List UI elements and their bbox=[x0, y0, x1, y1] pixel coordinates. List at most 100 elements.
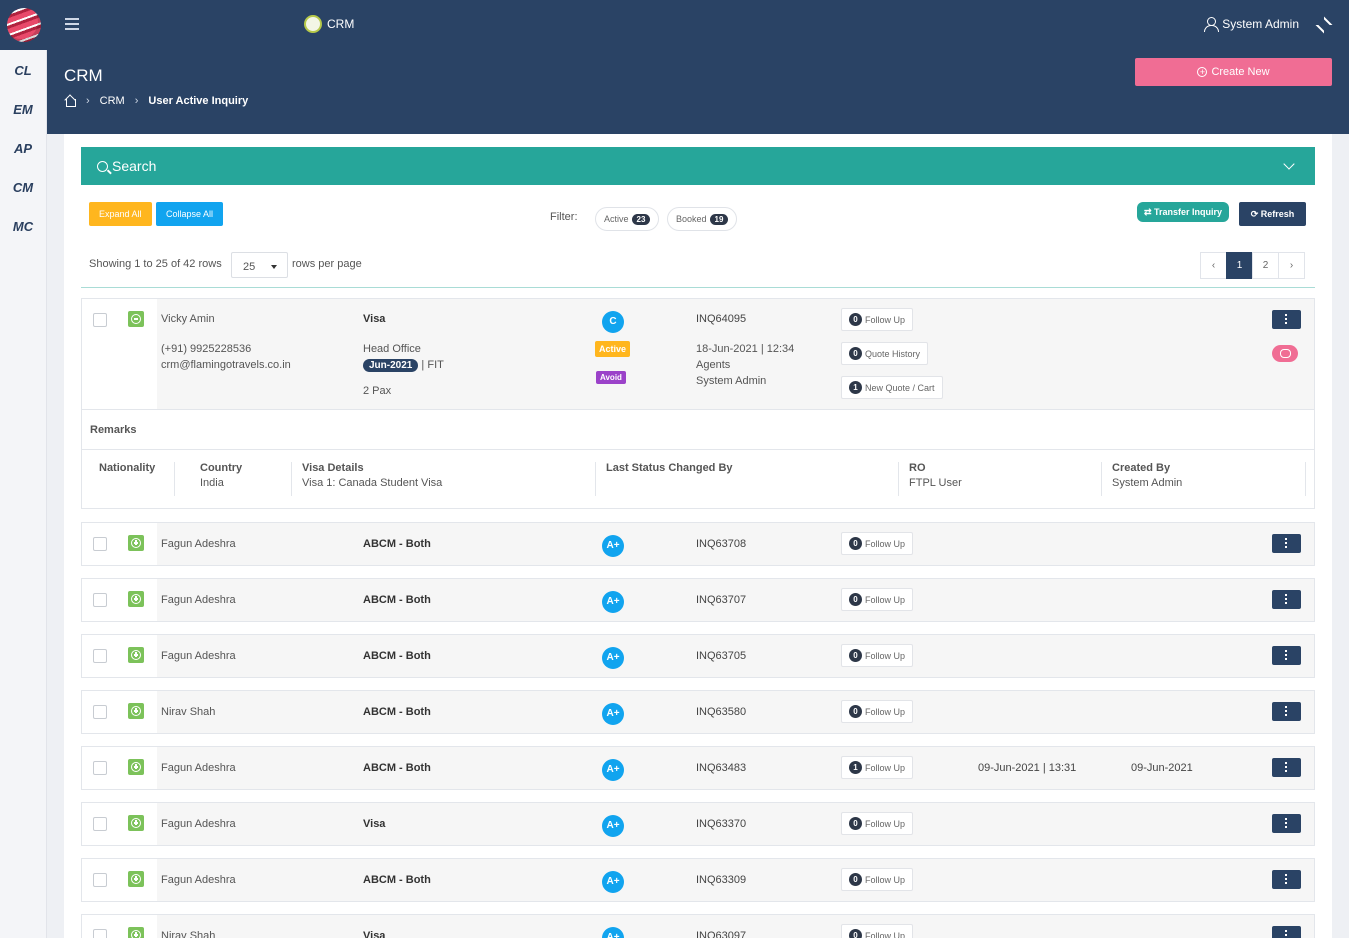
row-checkbox[interactable] bbox=[93, 537, 107, 551]
inquiry-details-grid: Nationality Country India Visa Details V… bbox=[82, 450, 1314, 508]
transfer-inquiry-button[interactable]: ⇄ Transfer Inquiry bbox=[1137, 202, 1230, 222]
inquiry-row[interactable]: Fagun Adeshra Visa A+ INQ63370 0 Follow Up bbox=[81, 802, 1315, 846]
follow-up-label: Follow Up bbox=[865, 706, 906, 717]
inquiry-row[interactable]: Fagun Adeshra ABCM - Both A+ INQ63705 0 Follo… bbox=[81, 634, 1315, 678]
inquiry-owner: System Admin bbox=[696, 375, 767, 387]
top-header: CRM System Admin CRM › CRM › User Active… bbox=[47, 0, 1349, 134]
rows-per-page-select[interactable]: 25 bbox=[231, 252, 288, 278]
chat-icon[interactable] bbox=[1272, 345, 1298, 362]
rail-item-mc[interactable]: MC bbox=[12, 219, 34, 234]
row-checkbox[interactable] bbox=[93, 761, 107, 775]
inquiry-number[interactable]: INQ63483 bbox=[696, 762, 747, 774]
row-actions-kebab-icon[interactable] bbox=[1272, 702, 1301, 721]
breadcrumb-crm[interactable]: CRM bbox=[99, 95, 125, 107]
expand-row-icon[interactable] bbox=[128, 759, 144, 775]
inquiry-number[interactable]: INQ63705 bbox=[696, 650, 747, 662]
inquiry-number[interactable]: INQ63708 bbox=[696, 538, 747, 550]
row-checkbox[interactable] bbox=[93, 817, 107, 831]
row-checkbox[interactable] bbox=[93, 873, 107, 887]
rail-item-ap[interactable]: AP bbox=[13, 141, 33, 156]
filter-label: Filter: bbox=[550, 211, 578, 223]
inquiry-row[interactable]: Fagun Adeshra ABCM - Both A+ INQ63708 0 Follo… bbox=[81, 522, 1315, 566]
service-type: Visa bbox=[363, 818, 386, 830]
row-checkbox[interactable] bbox=[93, 313, 107, 327]
rail-item-cl[interactable]: CL bbox=[14, 63, 32, 78]
inquiry-number[interactable]: INQ63707 bbox=[696, 594, 747, 606]
page-title: CRM bbox=[64, 66, 103, 85]
expand-row-icon[interactable] bbox=[128, 815, 144, 831]
row-checkbox[interactable] bbox=[93, 649, 107, 663]
collapse-row-icon[interactable] bbox=[128, 311, 144, 327]
inquiry-row[interactable]: Fagun Adeshra ABCM - Both A+ INQ63707 0 Follo… bbox=[81, 578, 1315, 622]
inquiry-number[interactable]: INQ63309 bbox=[696, 874, 747, 886]
filter-active-pill[interactable]: Active 23 bbox=[595, 207, 660, 231]
customer-name: Vicky Amin bbox=[161, 313, 215, 325]
rail-item-cm[interactable]: CM bbox=[12, 180, 34, 195]
row-actions-kebab-icon[interactable] bbox=[1272, 814, 1301, 833]
follow-up-button[interactable]: 1 Follow Up bbox=[841, 756, 914, 779]
follow-up-count: 0 bbox=[849, 929, 862, 938]
inquiry-row[interactable]: Nirav Shah ABCM - Both A+ INQ63580 0 Follow U… bbox=[81, 690, 1315, 734]
new-quote-cart-button[interactable]: 1 New Quote / Cart bbox=[841, 376, 943, 399]
expand-row-icon[interactable] bbox=[128, 871, 144, 887]
row-actions-kebab-icon[interactable] bbox=[1272, 646, 1301, 665]
fullscreen-icon[interactable] bbox=[1315, 16, 1333, 34]
expand-row-icon[interactable] bbox=[128, 591, 144, 607]
inquiry-number[interactable]: INQ63580 bbox=[696, 706, 747, 718]
follow-up-button[interactable]: 0 Follow Up bbox=[841, 700, 914, 723]
row-actions-kebab-icon[interactable] bbox=[1272, 310, 1301, 329]
row-actions-kebab-icon[interactable] bbox=[1272, 926, 1301, 938]
row-actions-kebab-icon[interactable] bbox=[1272, 590, 1301, 609]
customer-name: Nirav Shah bbox=[161, 706, 216, 718]
search-icon bbox=[97, 160, 108, 172]
page-next-button[interactable]: › bbox=[1278, 252, 1305, 279]
home-icon[interactable] bbox=[64, 95, 76, 107]
row-checkbox[interactable] bbox=[93, 705, 107, 719]
collapse-all-button[interactable]: Collapse All bbox=[156, 202, 224, 226]
row-actions-kebab-icon[interactable] bbox=[1272, 870, 1301, 889]
expand-row-icon[interactable] bbox=[128, 535, 144, 551]
assignee-avatar: A+ bbox=[602, 815, 624, 837]
quote-history-button[interactable]: 0 Quote History bbox=[841, 342, 929, 365]
expand-row-icon[interactable] bbox=[128, 927, 144, 938]
follow-up-button[interactable]: 0 Follow Up bbox=[841, 532, 914, 555]
follow-up-button[interactable]: 0 Follow Up bbox=[841, 812, 914, 835]
nationality-col: Nationality bbox=[82, 462, 175, 496]
inquiry-row[interactable]: Fagun Adeshra ABCM - Both A+ INQ63309 0 Follo… bbox=[81, 858, 1315, 902]
service-type: ABCM - Both bbox=[363, 706, 431, 718]
expand-row-icon[interactable] bbox=[128, 647, 144, 663]
follow-up-count: 0 bbox=[849, 705, 862, 718]
logo[interactable] bbox=[0, 0, 47, 50]
user-name: System Admin bbox=[1222, 17, 1299, 31]
customer-name: Fagun Adeshra bbox=[161, 818, 236, 830]
caret-down-icon bbox=[271, 265, 277, 269]
inquiry-number[interactable]: INQ63370 bbox=[696, 818, 747, 830]
page-prev-button[interactable]: ‹ bbox=[1200, 252, 1227, 279]
chevron-down-icon[interactable] bbox=[1283, 158, 1295, 170]
user-menu[interactable]: System Admin bbox=[1204, 17, 1299, 32]
follow-up-button[interactable]: 0 Follow Up bbox=[841, 868, 914, 891]
module-indicator[interactable]: CRM bbox=[304, 15, 354, 33]
inquiry-number[interactable]: INQ63097 bbox=[696, 930, 747, 938]
row-checkbox[interactable] bbox=[93, 929, 107, 938]
rail-item-em[interactable]: EM bbox=[13, 102, 33, 117]
create-new-button[interactable]: + Create New bbox=[1135, 58, 1332, 86]
page-1-button[interactable]: 1 bbox=[1226, 252, 1253, 279]
refresh-button[interactable]: ⟳ Refresh bbox=[1239, 202, 1306, 226]
follow-up-button[interactable]: 0 Follow Up bbox=[841, 308, 914, 331]
follow-up-button[interactable]: 0 Follow Up bbox=[841, 924, 914, 938]
expand-all-button[interactable]: Expand All bbox=[89, 202, 152, 226]
hamburger-menu-icon[interactable] bbox=[65, 18, 79, 30]
row-actions-kebab-icon[interactable] bbox=[1272, 758, 1301, 777]
page-2-button[interactable]: 2 bbox=[1252, 252, 1279, 279]
inquiry-number[interactable]: INQ64095 bbox=[696, 313, 747, 325]
inquiry-row[interactable]: Nirav Shah Visa A+ INQ63097 0 Follow Up bbox=[81, 914, 1315, 938]
follow-up-button[interactable]: 0 Follow Up bbox=[841, 588, 914, 611]
row-actions-kebab-icon[interactable] bbox=[1272, 534, 1301, 553]
row-checkbox[interactable] bbox=[93, 593, 107, 607]
expand-row-icon[interactable] bbox=[128, 703, 144, 719]
filter-booked-pill[interactable]: Booked 19 bbox=[667, 207, 738, 231]
search-panel-header[interactable]: Search bbox=[81, 147, 1315, 185]
follow-up-button[interactable]: 0 Follow Up bbox=[841, 644, 914, 667]
inquiry-row[interactable]: Fagun Adeshra ABCM - Both A+ INQ63483 1 Follo… bbox=[81, 746, 1315, 790]
